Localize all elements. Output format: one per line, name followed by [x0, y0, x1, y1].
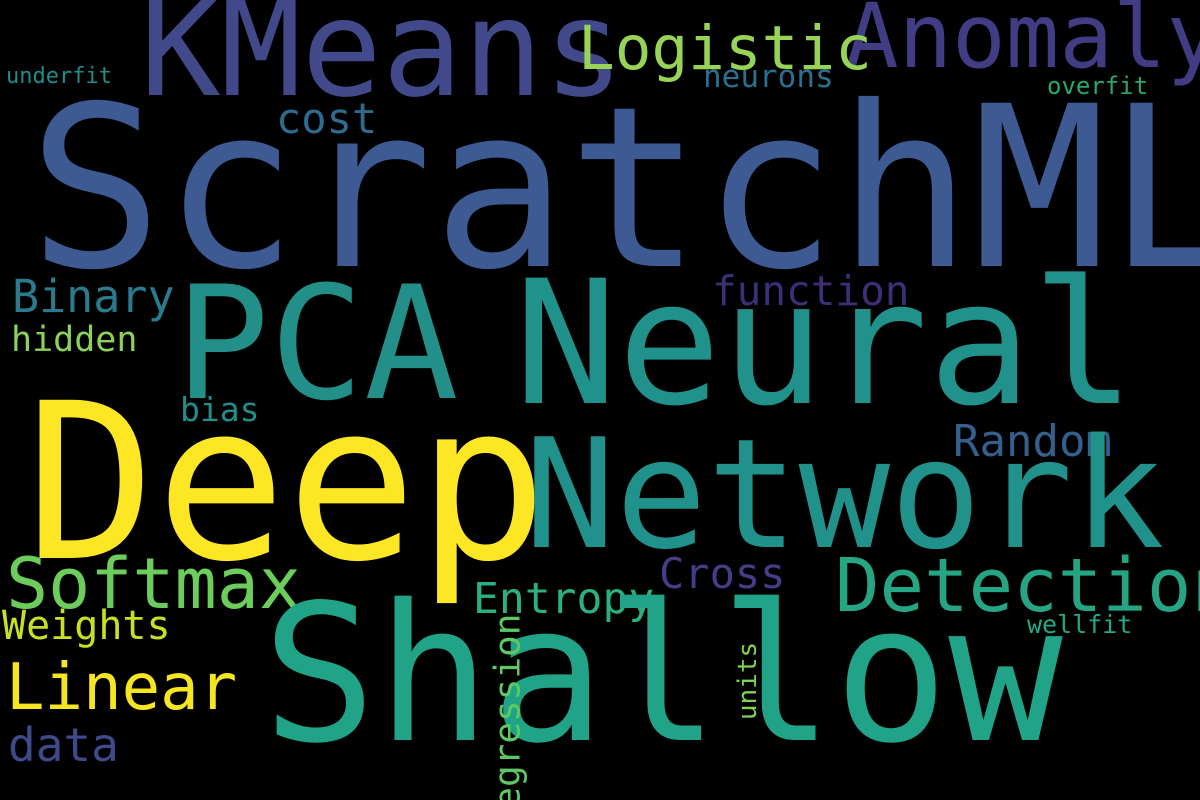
word-bias: bias — [180, 390, 260, 429]
word-cross: Cross — [659, 549, 786, 598]
word-underfit: underfit — [6, 64, 112, 89]
word-overfit: overfit — [1047, 72, 1149, 100]
word-logistic: Logistic — [578, 13, 872, 84]
word-entropy: Entropy — [473, 574, 655, 624]
word-network: Network — [524, 406, 1165, 583]
word-function: function — [712, 267, 910, 315]
word-cost: cost — [276, 94, 378, 143]
word-random: Random — [953, 416, 1112, 467]
word-softmax: Softmax — [6, 543, 302, 625]
word-anomaly: Anomaly — [845, 0, 1200, 88]
word-units: Regression — [487, 613, 529, 800]
word-neurons: neurons — [703, 59, 834, 95]
word-hidden: hidden — [11, 320, 138, 360]
word-regression: data — [8, 718, 119, 772]
word-wellfit: wellfit — [1027, 610, 1133, 639]
word-shallow: Shallow — [262, 564, 1063, 785]
word-neural: Neural — [514, 243, 1136, 444]
word-scratchml: ScratchML — [28, 58, 1200, 319]
word-binary: Binary — [12, 270, 175, 323]
word-linear: Linear — [6, 651, 238, 725]
word-pca: PCA — [175, 253, 459, 436]
word-weights: Weights — [2, 603, 171, 649]
word-deep: Deep — [25, 358, 548, 610]
word-data: units — [733, 641, 764, 721]
word-kmeans: KMeans — [140, 0, 625, 127]
word-detection: Detection — [835, 543, 1200, 629]
